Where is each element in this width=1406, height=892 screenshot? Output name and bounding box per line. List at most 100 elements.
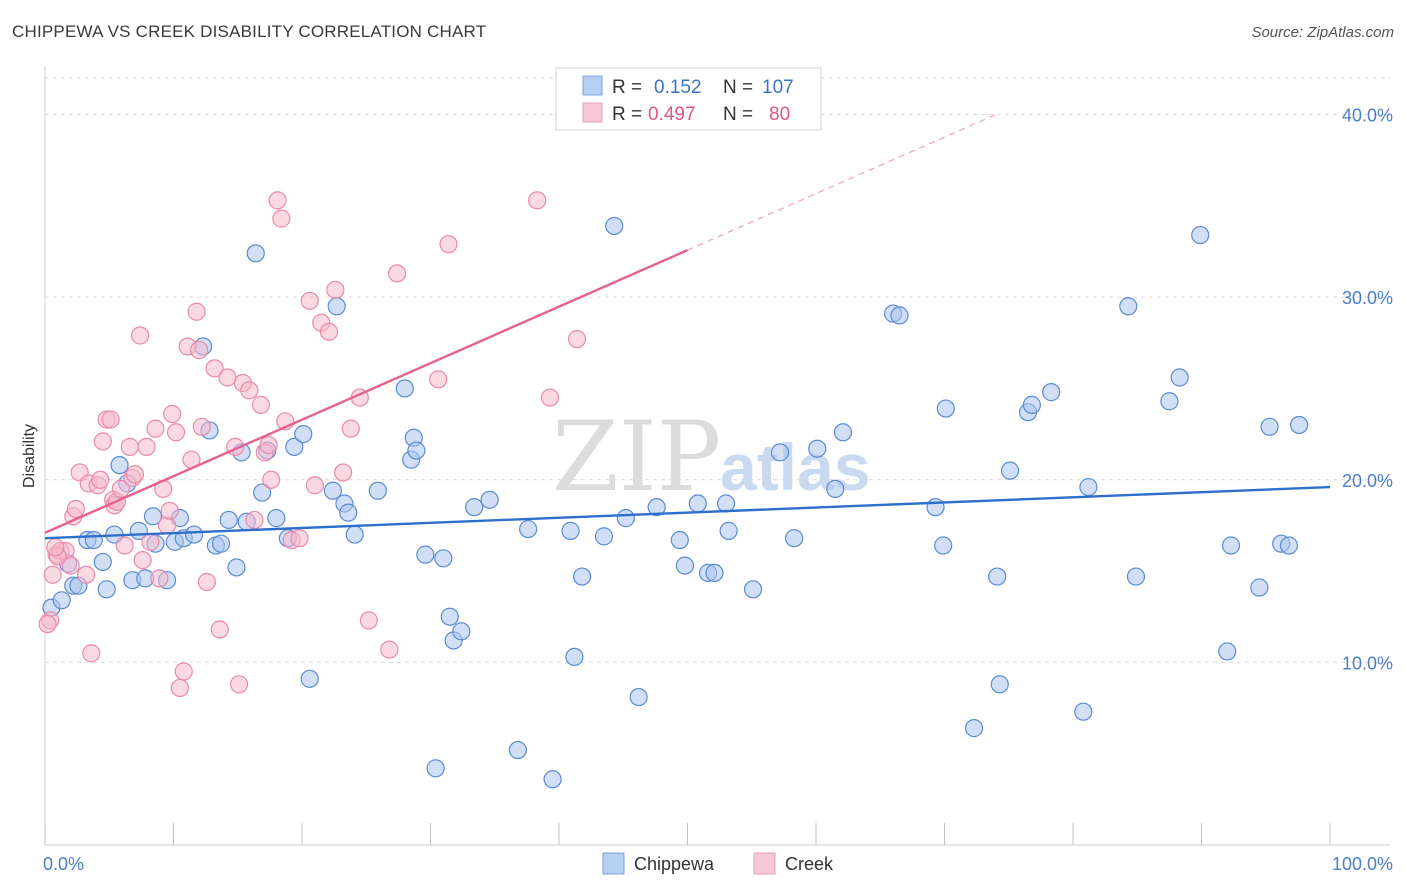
chippewa-point <box>339 503 358 522</box>
legend-r-label-creek: R = <box>612 104 642 125</box>
creek-point <box>567 330 587 349</box>
creek-point <box>192 417 211 436</box>
chippewa-point <box>395 379 414 398</box>
legend-swatch-chippewa <box>582 75 603 96</box>
bottom-legend-label-creek: Creek <box>785 854 834 874</box>
creek-point <box>187 302 206 321</box>
chippewa-point <box>1160 392 1179 411</box>
chippewa-point <box>719 521 738 540</box>
chippewa-point <box>52 591 71 610</box>
chippewa-point <box>345 525 364 544</box>
chippewa-point <box>670 530 689 550</box>
x-tick-label: 0.0% <box>43 854 84 874</box>
chippewa-point <box>519 519 538 539</box>
chippewa-point <box>934 536 953 555</box>
chippewa-trend-line <box>44 485 1331 540</box>
creek-point <box>262 470 281 489</box>
chippewa-point <box>1191 225 1210 245</box>
chippewa-point <box>1250 578 1269 597</box>
chippewa-point <box>246 244 265 263</box>
chippewa-point <box>416 545 435 564</box>
watermark-zip: ZIP <box>552 401 721 513</box>
creek-point <box>160 501 179 520</box>
creek-point <box>101 410 120 429</box>
chippewa-point <box>990 675 1009 694</box>
chippewa-point <box>605 216 624 236</box>
creek-point <box>111 479 130 498</box>
chippewa-point <box>565 647 584 667</box>
chippewa-point <box>833 423 853 442</box>
creek-point <box>61 556 80 575</box>
chippewa-point <box>1279 536 1298 555</box>
watermark-atlas: atlas <box>720 430 870 504</box>
chippewa-point <box>97 580 116 599</box>
creek-point <box>251 395 270 414</box>
chippewa-point <box>1079 477 1098 497</box>
legend-swatch-creek <box>582 102 603 123</box>
chippewa-point <box>785 529 804 548</box>
chippewa-point <box>426 759 445 778</box>
chippewa-point <box>300 669 319 688</box>
creek-point <box>268 191 287 210</box>
creek-point <box>163 404 182 424</box>
chippewa-point <box>573 567 592 586</box>
creek-point <box>174 662 193 681</box>
creek-point <box>326 280 345 299</box>
creek-point <box>115 536 134 555</box>
creek-point <box>166 423 186 442</box>
trend-lines <box>44 113 1331 540</box>
chippewa-point <box>936 399 955 418</box>
chippewa-point <box>594 527 614 546</box>
creek-point <box>197 572 217 592</box>
creek-point <box>380 640 399 659</box>
creek-point <box>146 419 165 438</box>
creek-point <box>240 381 259 400</box>
creek-point <box>359 611 378 630</box>
chippewa-point <box>1119 297 1138 316</box>
chippewa-point <box>890 306 909 325</box>
axes: 10.0% 20.0% 30.0% 40.0% 0.0% 100.0% <box>43 66 1393 874</box>
chippewa-point <box>407 441 426 460</box>
creek-point <box>305 476 324 495</box>
creek-point <box>259 435 278 455</box>
chart-title: CHIPPEWA VS CREEK DISABILITY CORRELATION… <box>12 22 487 41</box>
creek-point <box>82 644 101 663</box>
chippewa-point <box>508 740 527 760</box>
chippewa-point <box>267 509 286 528</box>
chippewa-point <box>294 425 313 444</box>
chippewa-point <box>647 498 666 517</box>
chippewa-point <box>1074 702 1093 721</box>
creek-point <box>150 569 169 588</box>
y-axis-label: Disability <box>21 424 38 488</box>
chippewa-point <box>93 552 112 572</box>
chippewa-point <box>716 494 736 513</box>
creek-point <box>120 437 139 456</box>
chippewa-point <box>808 439 827 458</box>
chippewa-point <box>327 297 346 316</box>
x-tick-label: 100.0% <box>1332 854 1393 874</box>
chippewa-point <box>84 530 103 550</box>
chippewa-point <box>705 563 724 582</box>
chippewa-point <box>964 719 984 738</box>
y-tick-label: 40.0% <box>1342 106 1393 126</box>
creek-point <box>170 678 190 698</box>
creek-point <box>66 499 85 519</box>
creek-point <box>439 235 458 254</box>
legend-n-value-chippewa: 107 <box>762 77 794 98</box>
creek-point <box>210 620 229 639</box>
source-label: Source: ZipAtlas.com <box>1251 24 1394 41</box>
chippewa-point <box>1290 415 1309 435</box>
creek-point <box>387 264 407 283</box>
chippewa-point <box>770 443 790 462</box>
creek-point <box>77 565 96 584</box>
creek-point <box>190 341 209 360</box>
creek-point <box>334 463 353 482</box>
chippewa-point <box>1042 383 1061 402</box>
chippewa-point <box>285 437 304 456</box>
creek-point <box>141 532 160 551</box>
chippewa-point <box>629 687 648 707</box>
creek-point <box>528 191 547 210</box>
chippewa-point <box>323 481 342 500</box>
chippewa-point <box>227 558 246 577</box>
